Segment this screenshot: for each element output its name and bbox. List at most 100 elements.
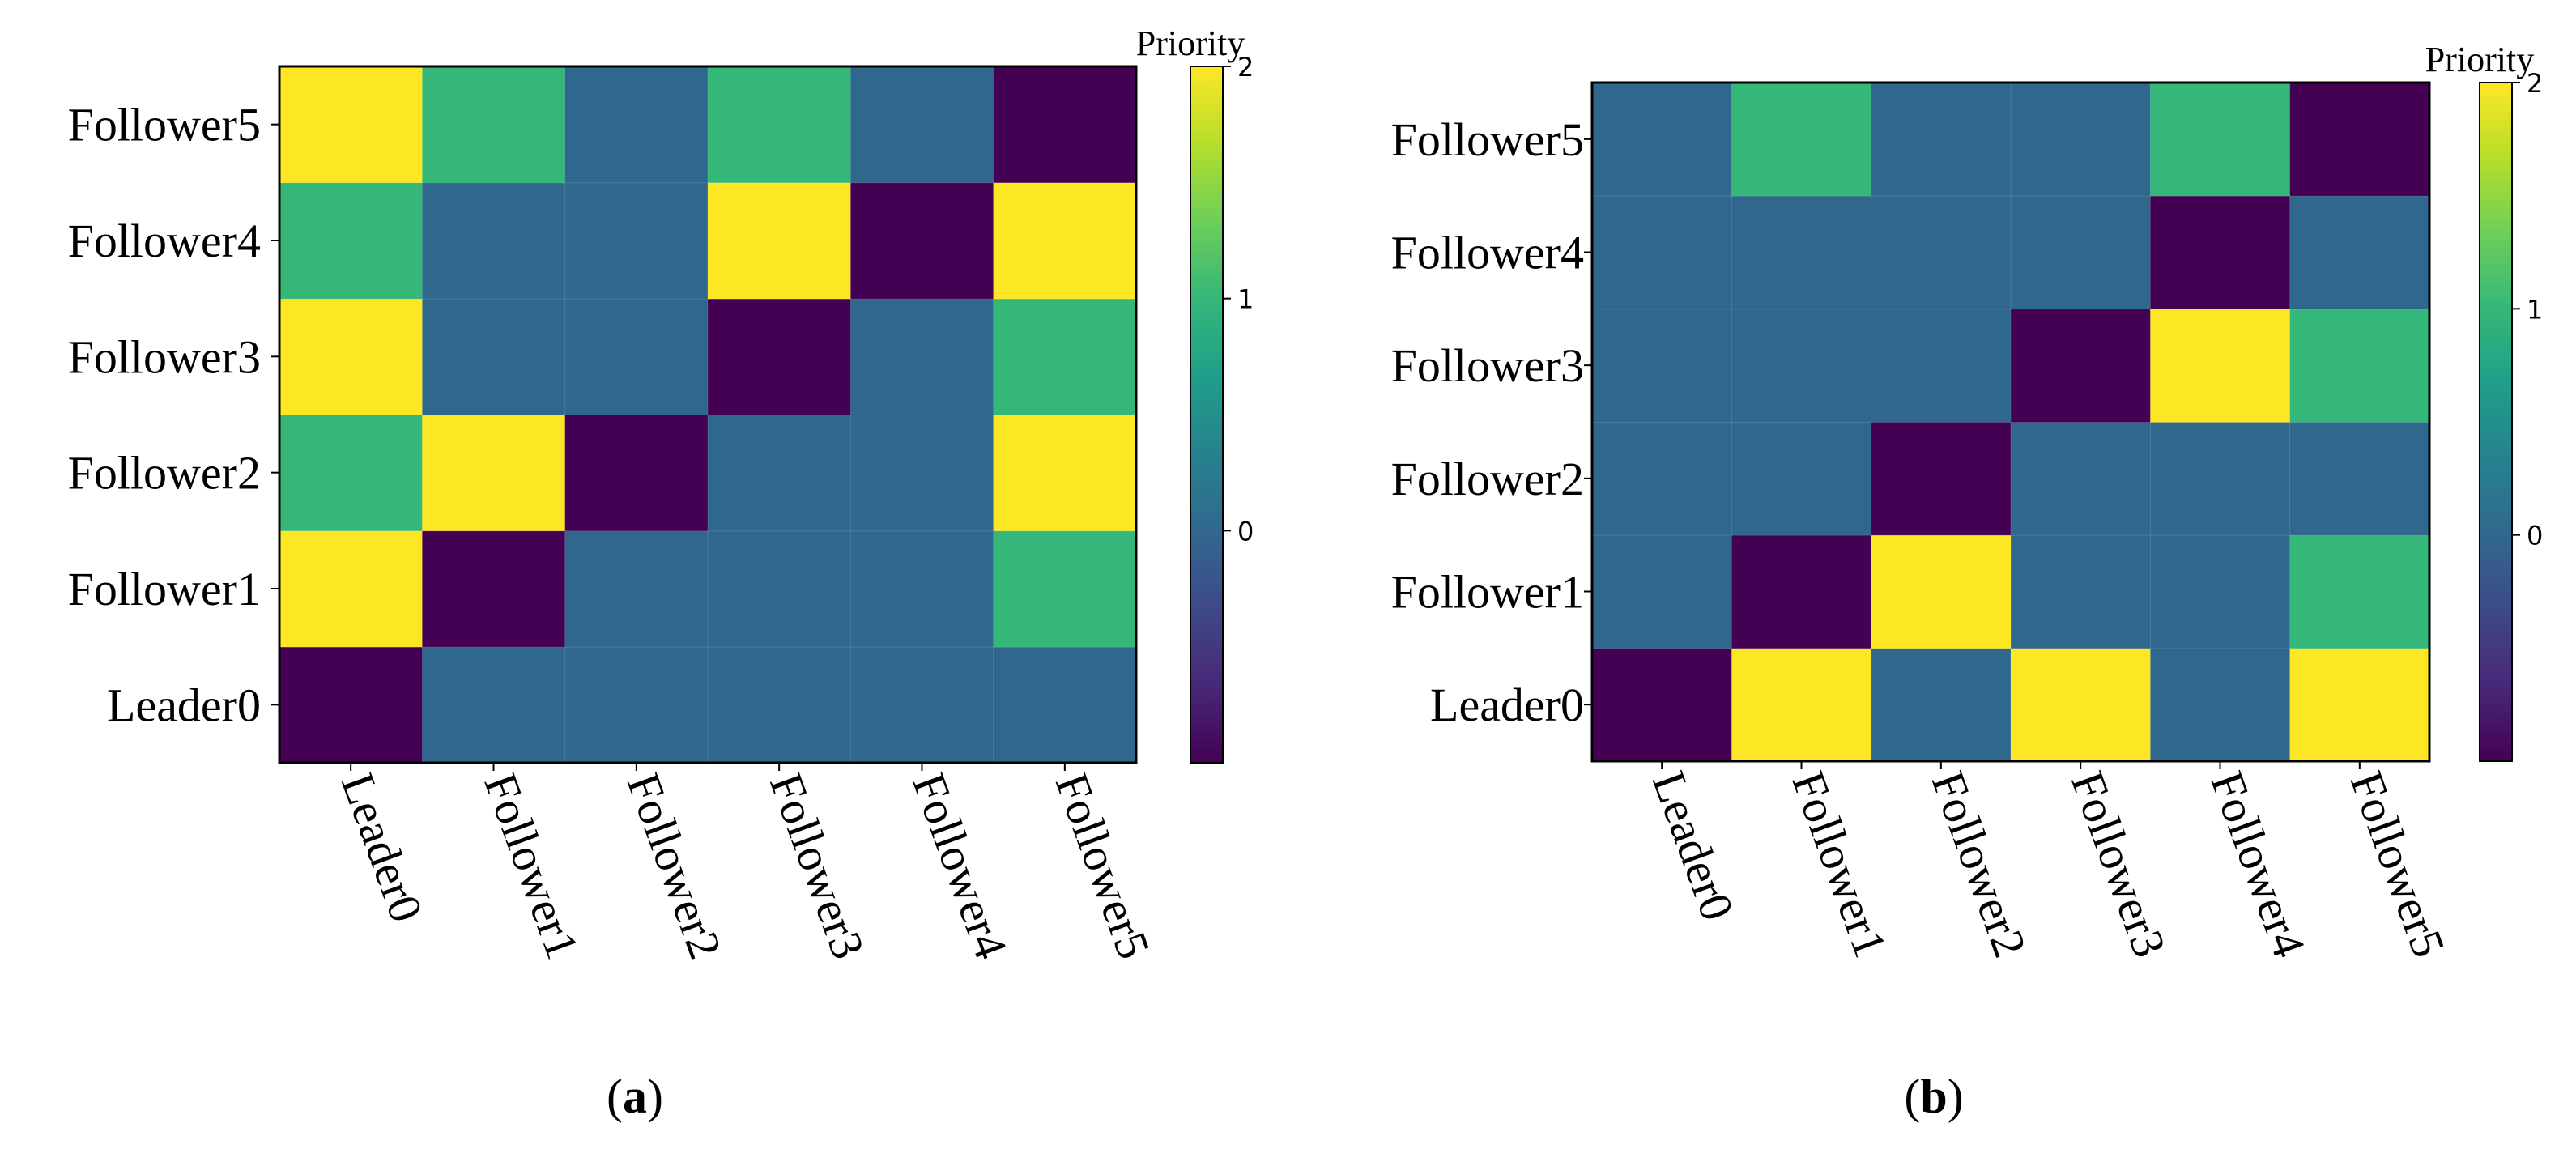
x-tick-label: Follower2 [617, 766, 733, 965]
plot-frame [1590, 81, 2431, 763]
heatmap-cell-follower2-follower3 [707, 414, 852, 532]
y-tick-label: Follower2 [68, 447, 261, 500]
panel-label: (a) [607, 1070, 663, 1123]
x-tick-label: Follower4 [2200, 764, 2316, 964]
panel-label: (b) [1904, 1070, 1963, 1123]
y-tick-label: Follower2 [1391, 453, 1584, 505]
heatmap-cell-follower1-follower4 [849, 530, 994, 648]
heatmap-cell-leader0-leader0 [279, 646, 424, 764]
heatmap-cell-follower3-follower5 [993, 298, 1137, 415]
heatmap-cell-follower2-follower5 [2289, 421, 2431, 536]
x-tick-label: Follower5 [2340, 764, 2456, 964]
heatmap-cell-follower1-follower2 [1871, 534, 2012, 649]
heatmap-cell-follower3-follower3 [707, 298, 852, 415]
heatmap-cell-follower3-follower1 [421, 298, 566, 415]
heatmap-cell-follower5-follower1 [421, 66, 566, 184]
x-tick-label: Leader0 [1642, 764, 1744, 927]
heatmap-cell-leader0-follower3 [707, 646, 852, 764]
y-tick-label: Follower1 [68, 563, 261, 615]
y-tick-label: Follower4 [1391, 227, 1584, 279]
colorbar-tick-label: 2 [1237, 52, 1254, 83]
x-tick-label: Follower1 [1782, 764, 1897, 964]
heatmap-cell-leader0-follower1 [421, 646, 566, 764]
heatmap-cell-follower4-follower5 [2289, 195, 2431, 310]
heatmap-cell-follower1-follower5 [2289, 534, 2431, 649]
colorbar-tick-label: 0 [2527, 521, 2543, 551]
x-tick-label: Follower1 [474, 766, 590, 965]
y-tick-label: Follower5 [68, 99, 261, 151]
heatmap-cell-follower4-leader0 [279, 181, 424, 300]
y-tick-label: Follower3 [1391, 339, 1584, 392]
heatmap-cell-follower4-leader0 [1591, 195, 1733, 310]
heatmap-cell-leader0-follower4 [2149, 647, 2291, 762]
heatmap-cell-follower5-leader0 [1591, 82, 1733, 197]
heatmap-cell-follower1-leader0 [1591, 534, 1733, 649]
heatmap-cell-follower2-follower3 [2010, 421, 2152, 536]
heatmap-cell-follower4-follower1 [1731, 195, 1872, 310]
plot-frame [278, 65, 1138, 764]
heatmap-cell-follower5-follower1 [1731, 82, 1872, 197]
colorbar-title: Priority [1136, 23, 1245, 63]
heatmap-cell-follower3-follower3 [2010, 308, 2152, 423]
heatmap-cell-follower1-follower1 [1731, 534, 1872, 649]
heatmap-cell-leader0-follower1 [1731, 647, 1872, 762]
heatmap-cell-follower4-follower1 [421, 181, 566, 300]
heatmap-cell-follower4-follower4 [2149, 195, 2291, 310]
heatmap-cell-follower2-leader0 [279, 414, 424, 532]
x-tick-label: Follower3 [2061, 764, 2177, 964]
heatmap-cell-follower4-follower2 [564, 181, 709, 300]
colorbar [1190, 66, 1224, 764]
heatmap-cell-follower5-follower4 [849, 66, 994, 184]
heatmap-cell-follower1-follower3 [2010, 534, 2152, 649]
heatmap-cell-follower3-follower5 [2289, 308, 2431, 423]
y-tick-label: Follower3 [68, 330, 261, 383]
y-tick-label: Follower4 [68, 215, 261, 267]
heatmap-cell-follower4-follower5 [993, 181, 1137, 300]
heatmap-cell-follower4-follower2 [1871, 195, 2012, 310]
heatmap-cell-follower3-leader0 [279, 298, 424, 415]
heatmap-cell-leader0-follower2 [564, 646, 709, 764]
heatmap-cell-leader0-follower2 [1871, 647, 2012, 762]
heatmap-cell-leader0-follower5 [993, 646, 1137, 764]
heatmap-cell-leader0-follower3 [2010, 647, 2152, 762]
heatmap-cell-leader0-leader0 [1591, 647, 1733, 762]
heatmap-cell-follower5-follower5 [993, 66, 1137, 184]
heatmap-cell-leader0-follower4 [849, 646, 994, 764]
heatmap-cell-follower4-follower3 [2010, 195, 2152, 310]
y-tick-label: Leader0 [1430, 679, 1584, 731]
colorbar-tick-label: 1 [2527, 294, 2543, 325]
heatmap-cell-follower3-leader0 [1591, 308, 1733, 423]
heatmap-cell-follower5-follower5 [2289, 82, 2431, 197]
heatmap-cell-follower4-follower4 [849, 181, 994, 300]
heatmap-cell-follower2-follower2 [564, 414, 709, 532]
heatmap-cell-follower5-follower4 [2149, 82, 2291, 197]
y-tick-label: Follower1 [1391, 566, 1584, 619]
colorbar [2479, 82, 2513, 762]
colorbar-tick-label: 0 [1237, 516, 1254, 547]
y-tick-label: Leader0 [107, 679, 261, 731]
heatmap-cell-follower2-follower4 [2149, 421, 2291, 536]
heatmap-cell-follower3-follower2 [1871, 308, 2012, 423]
heatmap-cell-follower5-follower2 [1871, 82, 2012, 197]
heatmap-cell-follower1-follower1 [421, 530, 566, 648]
heatmap-cell-follower1-follower2 [564, 530, 709, 648]
heatmap-cell-follower5-follower2 [564, 66, 709, 184]
heatmap-cell-follower2-follower4 [849, 414, 994, 532]
x-tick-label: Follower2 [1922, 764, 2037, 964]
x-tick-label: Follower5 [1045, 766, 1161, 965]
y-tick-label: Follower5 [1391, 113, 1584, 166]
x-tick-label: Follower4 [902, 766, 1018, 965]
heatmap-cell-follower5-leader0 [279, 66, 424, 184]
heatmap-cell-follower3-follower4 [849, 298, 994, 415]
colorbar-tick-label: 2 [2527, 68, 2543, 99]
heatmap-cell-follower1-follower4 [2149, 534, 2291, 649]
heatmap-cell-follower3-follower1 [1731, 308, 1872, 423]
heatmap-cell-follower1-follower5 [993, 530, 1137, 648]
heatmap-cell-follower2-follower2 [1871, 421, 2012, 536]
heatmap-cell-follower2-follower1 [421, 414, 566, 532]
colorbar-title: Priority [2425, 40, 2534, 79]
heatmap-cell-follower4-follower3 [707, 181, 852, 300]
colorbar-tick-label: 1 [1237, 284, 1254, 315]
heatmap-panel-b: Leader0Follower1Follower2Follower3Follow… [1391, 40, 2544, 1123]
